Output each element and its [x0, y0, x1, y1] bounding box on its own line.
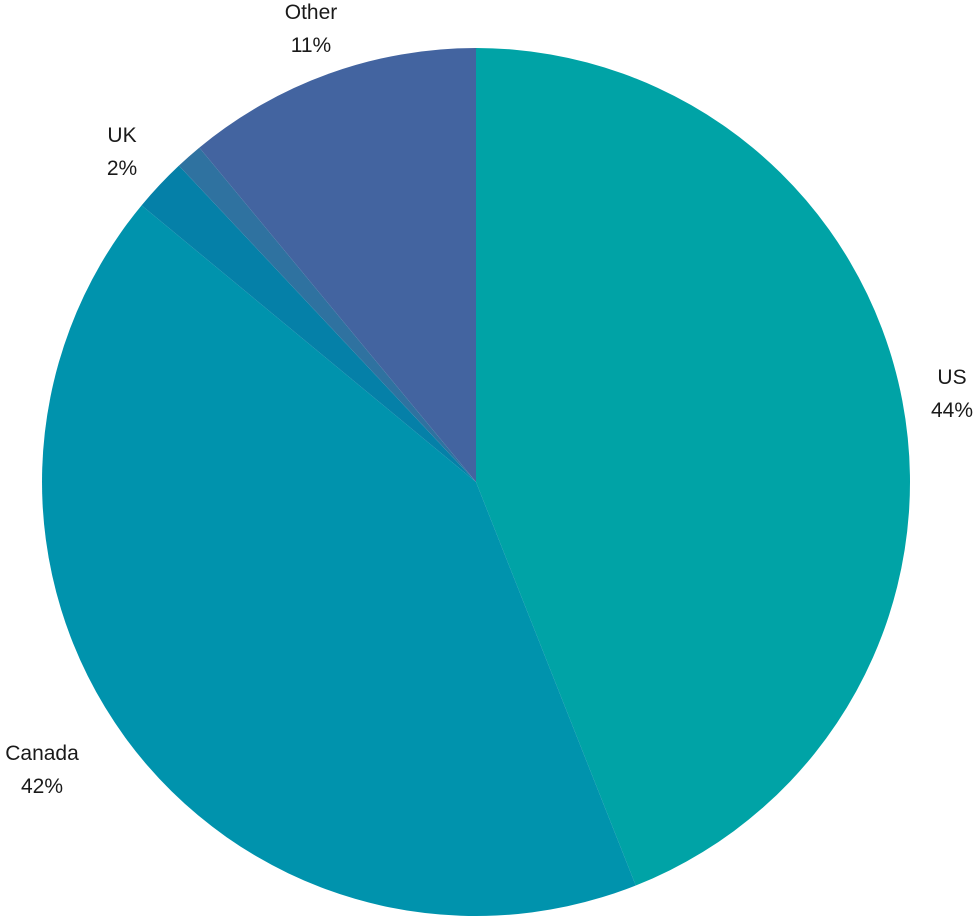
slice-percent-uk: 2% — [107, 157, 137, 180]
slice-label-other: Other — [285, 1, 338, 24]
pie-slice-uk — [141, 165, 476, 482]
slice-label-uk: UK — [107, 124, 136, 147]
slice-percent-other: 11% — [291, 34, 331, 57]
pie-labels: US 44% Canada 42% UK 2% Other 11% — [5, 1, 973, 798]
slice-label-us: US — [937, 366, 966, 389]
slice-percent-us: 44% — [931, 399, 973, 422]
pie-slice-us — [476, 48, 910, 886]
pie-slices — [42, 48, 910, 916]
pie-slice-unlabeled-3 — [178, 147, 476, 482]
pie-slice-other — [199, 48, 477, 482]
pie-slice-canada — [42, 205, 636, 916]
slice-percent-canada: 42% — [21, 775, 63, 798]
slice-label-canada: Canada — [5, 742, 79, 765]
